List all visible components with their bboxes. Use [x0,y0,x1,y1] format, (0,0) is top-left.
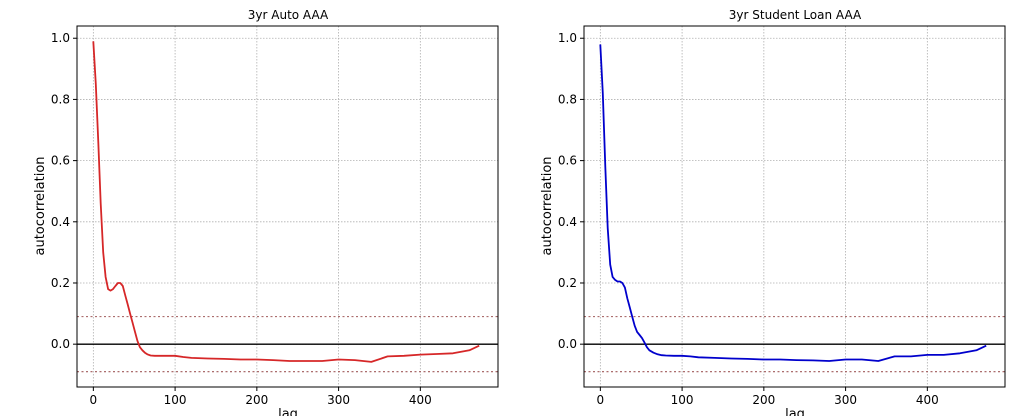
autocorrelation-line [599,44,987,362]
plot-frame [76,25,499,388]
series-group [92,41,480,363]
y-tick-label: 1.0 [51,31,70,45]
x-tick-label: 0 [597,393,605,407]
y-tick-label: 0.6 [558,154,577,168]
x-tick-label: 100 [671,393,694,407]
x-tick-label: 100 [164,393,187,407]
x-tick-label: 200 [752,393,775,407]
y-tick-label: 0.4 [51,215,70,229]
ticks: 0 100 200 300 400 0.0 0.2 0.4 0.6 0.8 1.0 [558,31,939,407]
chart-panel-auto: 3yr Auto AAA autocorrelation lag 0 100 200… [33,8,499,416]
y-tick-label: 0.4 [558,215,577,229]
grid [584,26,1005,387]
y-tick-label: 0.0 [51,337,70,351]
confidence-bands [77,26,499,387]
y-axis-label: autocorrelation [540,156,555,255]
x-axis-label: lag [278,407,298,416]
y-tick-label: 0.8 [558,92,577,106]
x-tick-label: 400 [916,393,939,407]
chart-title: 3yr Auto AAA [248,8,329,22]
x-tick-label: 300 [327,393,350,407]
x-tick-label: 200 [245,393,268,407]
y-tick-label: 0.6 [51,154,70,168]
y-axis-label: autocorrelation [33,156,48,255]
chart-panel-student-loan: 3yr Student Loan AAA autocorrelation lag… [540,8,1006,416]
x-tick-label: 0 [90,393,98,407]
ticks: 0 100 200 300 400 0.0 0.2 0.4 0.6 0.8 1.0 [51,31,432,407]
x-tick-label: 300 [834,393,857,407]
series-group [599,44,987,362]
y-tick-label: 0.8 [51,92,70,106]
confidence-bands [584,26,1006,387]
y-tick-label: 0.2 [558,276,577,290]
x-axis-label: lag [785,407,805,416]
x-tick-label: 400 [409,393,432,407]
grid [77,26,498,387]
y-tick-label: 1.0 [558,31,577,45]
autocorrelation-line [92,41,480,363]
y-tick-label: 0.2 [51,276,70,290]
y-tick-label: 0.0 [558,337,577,351]
plot-frame [583,25,1006,388]
chart-title: 3yr Student Loan AAA [729,8,862,22]
